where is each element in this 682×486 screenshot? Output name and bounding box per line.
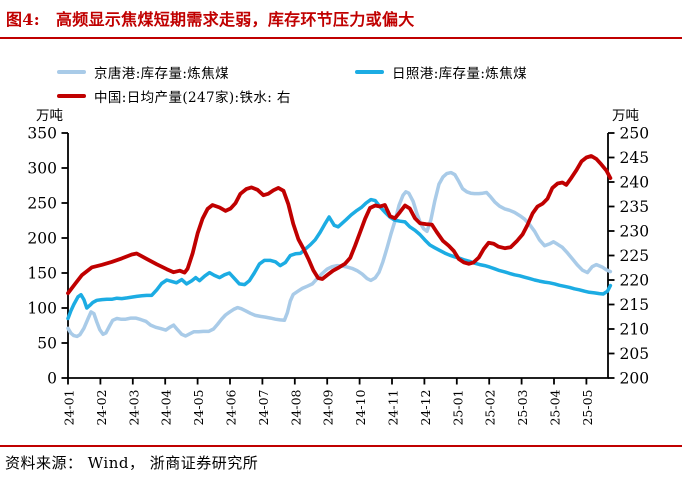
svg-text:25-01: 25-01 xyxy=(450,390,465,426)
legend-label-tieshui: 中国:日均产量(247家):铁水: 右 xyxy=(94,90,291,106)
svg-text:24-10: 24-10 xyxy=(353,389,368,425)
svg-text:245: 245 xyxy=(620,149,650,167)
svg-text:240: 240 xyxy=(620,174,650,192)
svg-text:0: 0 xyxy=(47,370,57,388)
legend-item-jingtang: 京唐港:库存量:炼焦煤 xyxy=(57,64,229,82)
source-note: 资料来源： Wind， 浙商证券研究所 xyxy=(5,454,259,472)
svg-text:24-07: 24-07 xyxy=(256,389,271,425)
svg-text:24-11: 24-11 xyxy=(386,390,401,426)
svg-text:205: 205 xyxy=(620,345,650,363)
series-jingtang-line xyxy=(66,170,613,339)
svg-text:24-08: 24-08 xyxy=(288,389,303,425)
legend-swatch-jingtang xyxy=(57,70,86,74)
footer-divider xyxy=(0,445,682,447)
svg-text:24-06: 24-06 xyxy=(224,389,239,425)
svg-text:24-09: 24-09 xyxy=(321,389,336,425)
svg-text:24-05: 24-05 xyxy=(191,390,206,426)
figure-number: 图4: xyxy=(6,10,40,29)
svg-text:235: 235 xyxy=(620,198,650,216)
legend-item-rizhao: 日照港:库存量:炼焦煤 xyxy=(355,64,527,82)
svg-text:50: 50 xyxy=(37,335,57,353)
legend-swatch-rizhao xyxy=(355,70,384,74)
svg-text:300: 300 xyxy=(27,160,57,178)
svg-text:220: 220 xyxy=(620,272,650,290)
svg-text:215: 215 xyxy=(620,296,650,314)
svg-text:24-12: 24-12 xyxy=(418,390,433,426)
svg-text:25-02: 25-02 xyxy=(483,390,498,426)
y-axis-left: 0 50 100 150 200 250 300 350 xyxy=(27,125,68,388)
figure-title-row: 图4: 高频显示焦煤短期需求走弱，库存环节压力或偏大 xyxy=(6,6,415,30)
svg-text:225: 225 xyxy=(620,247,650,265)
legend-label-rizhao: 日照港:库存量:炼焦煤 xyxy=(392,66,527,82)
svg-text:25-03: 25-03 xyxy=(515,389,530,425)
svg-text:25-04: 25-04 xyxy=(548,389,563,425)
svg-text:200: 200 xyxy=(27,230,57,248)
y-axis-right: 200 205 210 215 220 225 230 235 240 245 250 xyxy=(608,125,649,388)
legend-item-tieshui: 中国:日均产量(247家):铁水: 右 xyxy=(57,88,291,106)
svg-text:24-02: 24-02 xyxy=(94,390,109,426)
left-axis-unit: 万吨 xyxy=(36,108,63,124)
x-axis: 24-01 24-02 24-03 24-04 24-05 24-06 24-07 24-08… xyxy=(62,378,595,426)
svg-text:200: 200 xyxy=(620,370,650,388)
svg-text:350: 350 xyxy=(27,125,57,143)
legend-swatch-tieshui xyxy=(57,94,86,98)
svg-text:250: 250 xyxy=(620,125,650,143)
svg-text:250: 250 xyxy=(27,195,57,213)
series-tieshui-line xyxy=(66,154,613,296)
svg-text:24-04: 24-04 xyxy=(159,389,174,425)
svg-text:210: 210 xyxy=(620,321,650,339)
svg-text:24-03: 24-03 xyxy=(126,389,141,425)
svg-text:100: 100 xyxy=(27,300,57,318)
right-axis-unit: 万吨 xyxy=(612,108,639,124)
series-rizhao-line xyxy=(66,197,613,321)
svg-text:24-01: 24-01 xyxy=(62,390,77,426)
svg-text:25-05: 25-05 xyxy=(580,390,595,426)
axes xyxy=(67,133,609,379)
legend-label-jingtang: 京唐港:库存量:炼焦煤 xyxy=(94,66,229,82)
svg-text:230: 230 xyxy=(620,223,650,241)
figure-title: 高频显示焦煤短期需求走弱，库存环节压力或偏大 xyxy=(55,10,415,29)
svg-text:150: 150 xyxy=(27,265,57,283)
title-divider xyxy=(0,37,682,39)
